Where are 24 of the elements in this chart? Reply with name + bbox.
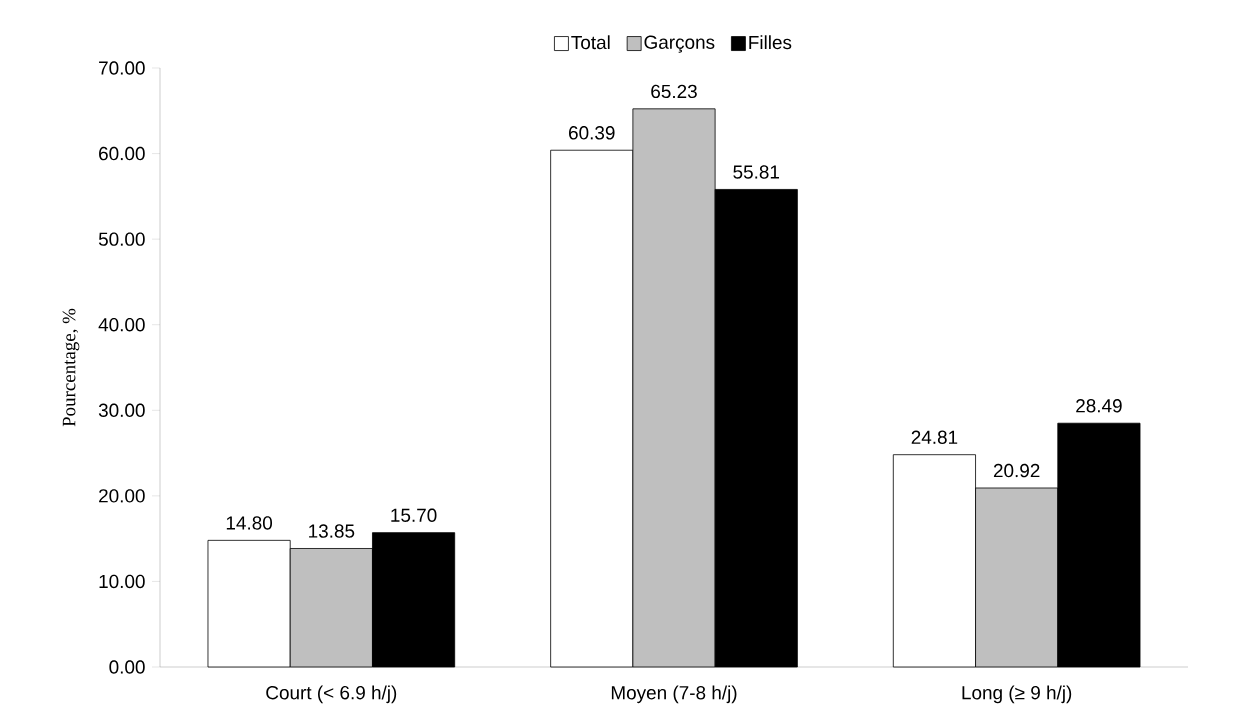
y-tick-label: 0.00: [109, 660, 145, 674]
x-tick-label: Court (< 6.9 h/j): [266, 685, 397, 704]
data-label: 24.81: [911, 430, 958, 444]
y-tick-label: 30.00: [98, 403, 145, 417]
legend-label: Garçons: [644, 35, 715, 53]
data-label: 15.70: [391, 508, 437, 522]
x-tick-label: Long (≥ 9 h/j): [962, 685, 1072, 704]
legend-label: Filles: [749, 35, 792, 50]
data-label: 60.39: [569, 126, 615, 140]
y-tick-label: 40.00: [98, 318, 145, 332]
data-label: 55.81: [733, 165, 779, 179]
y-tick-label: 20.00: [99, 489, 145, 503]
y-tick-label: 60.00: [99, 146, 145, 161]
data-label: 14.80: [226, 516, 273, 530]
data-label: 13.85: [309, 524, 355, 538]
y-tick-label: 70.00: [99, 61, 145, 75]
data-label: 65.23: [651, 84, 697, 99]
data-label: 28.49: [1076, 399, 1122, 413]
y-axis-title: Pourcentage, %: [62, 308, 80, 427]
legend-label: Total: [571, 35, 610, 50]
y-tick-label: 10.00: [99, 574, 145, 589]
x-tick-label: Moyen (7-8 h/j): [611, 685, 737, 704]
y-tick-label: 50.00: [98, 232, 145, 246]
data-label: 20.92: [993, 463, 1040, 478]
